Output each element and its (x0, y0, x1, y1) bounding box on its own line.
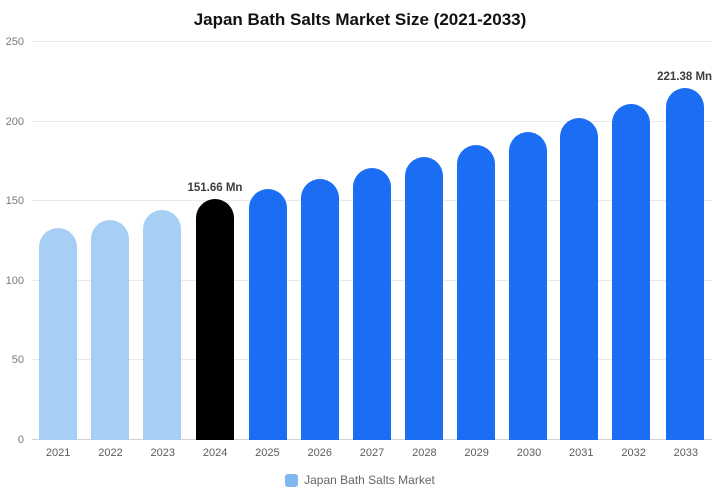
bar-slot (294, 42, 346, 440)
bar[interactable] (560, 118, 599, 440)
bar[interactable] (142, 209, 181, 440)
data-label: 221.38 Mn (657, 70, 713, 83)
bar-slot (605, 42, 657, 440)
x-axis-label: 2026 (307, 447, 332, 459)
bar[interactable] (456, 144, 495, 440)
bar-slot (450, 42, 502, 440)
x-axis-label: 2025 (255, 447, 280, 459)
x-axis-label: 2032 (621, 447, 646, 459)
x-axis-label: 2030 (516, 447, 542, 459)
y-axis-label: 250 (5, 36, 24, 48)
bar[interactable] (38, 228, 77, 440)
x-axis-label: 2033 (673, 447, 699, 459)
legend-marker-icon (285, 473, 299, 487)
x-axis-label: 2022 (98, 447, 123, 459)
x-axis-label: 2023 (150, 447, 176, 459)
x-axis: 2021 2022 2023 2024 2025 2026 2027 2028 2029 2030… (32, 447, 712, 459)
bar-slot (346, 42, 398, 440)
y-axis-label: 100 (5, 274, 24, 287)
bar[interactable] (195, 198, 234, 440)
x-axis-label: 2031 (569, 447, 594, 459)
x-axis-label: 2028 (412, 447, 437, 459)
bar[interactable] (612, 104, 651, 440)
y-axis: 0 50 100 150 200 250 (0, 36, 26, 446)
y-axis-label: 150 (5, 195, 24, 208)
bar-slot (553, 42, 605, 440)
x-axis-label: 2021 (45, 447, 71, 459)
y-axis-label: 50 (11, 354, 24, 367)
bar-slot (398, 42, 450, 440)
y-axis-label: 200 (5, 115, 24, 128)
bar[interactable] (90, 219, 129, 440)
bar-slot (136, 42, 188, 440)
bar[interactable] (249, 189, 288, 440)
chart-title: Japan Bath Salts Market Size (2021-2033) (193, 10, 527, 29)
bar[interactable] (508, 131, 547, 440)
bar[interactable] (353, 167, 392, 440)
bar[interactable] (301, 178, 340, 440)
legend[interactable]: Japan Bath Salts Market (0, 473, 720, 487)
bars-container: 151.66 Mn 221.38 Mn (32, 42, 712, 440)
plot-area: 151.66 Mn 221.38 Mn (32, 41, 712, 440)
legend-label: Japan Bath Salts Market (304, 473, 435, 487)
bar-slot (502, 42, 554, 440)
y-axis-label: 0 (17, 434, 24, 446)
gridline (32, 41, 712, 42)
bar[interactable] (404, 156, 443, 440)
x-axis-label: 2024 (202, 447, 228, 459)
bar-slot: 151.66 Mn (187, 42, 242, 440)
bar-slot (32, 42, 84, 440)
x-axis-label: 2027 (359, 447, 385, 459)
x-axis-label: 2029 (464, 447, 489, 459)
bar-slot (242, 42, 294, 440)
bar-slot (84, 42, 136, 440)
bar[interactable] (665, 87, 704, 440)
bar-slot: 221.38 Mn (657, 42, 712, 440)
gridline (32, 120, 712, 122)
data-label: 151.66 Mn (187, 181, 243, 194)
